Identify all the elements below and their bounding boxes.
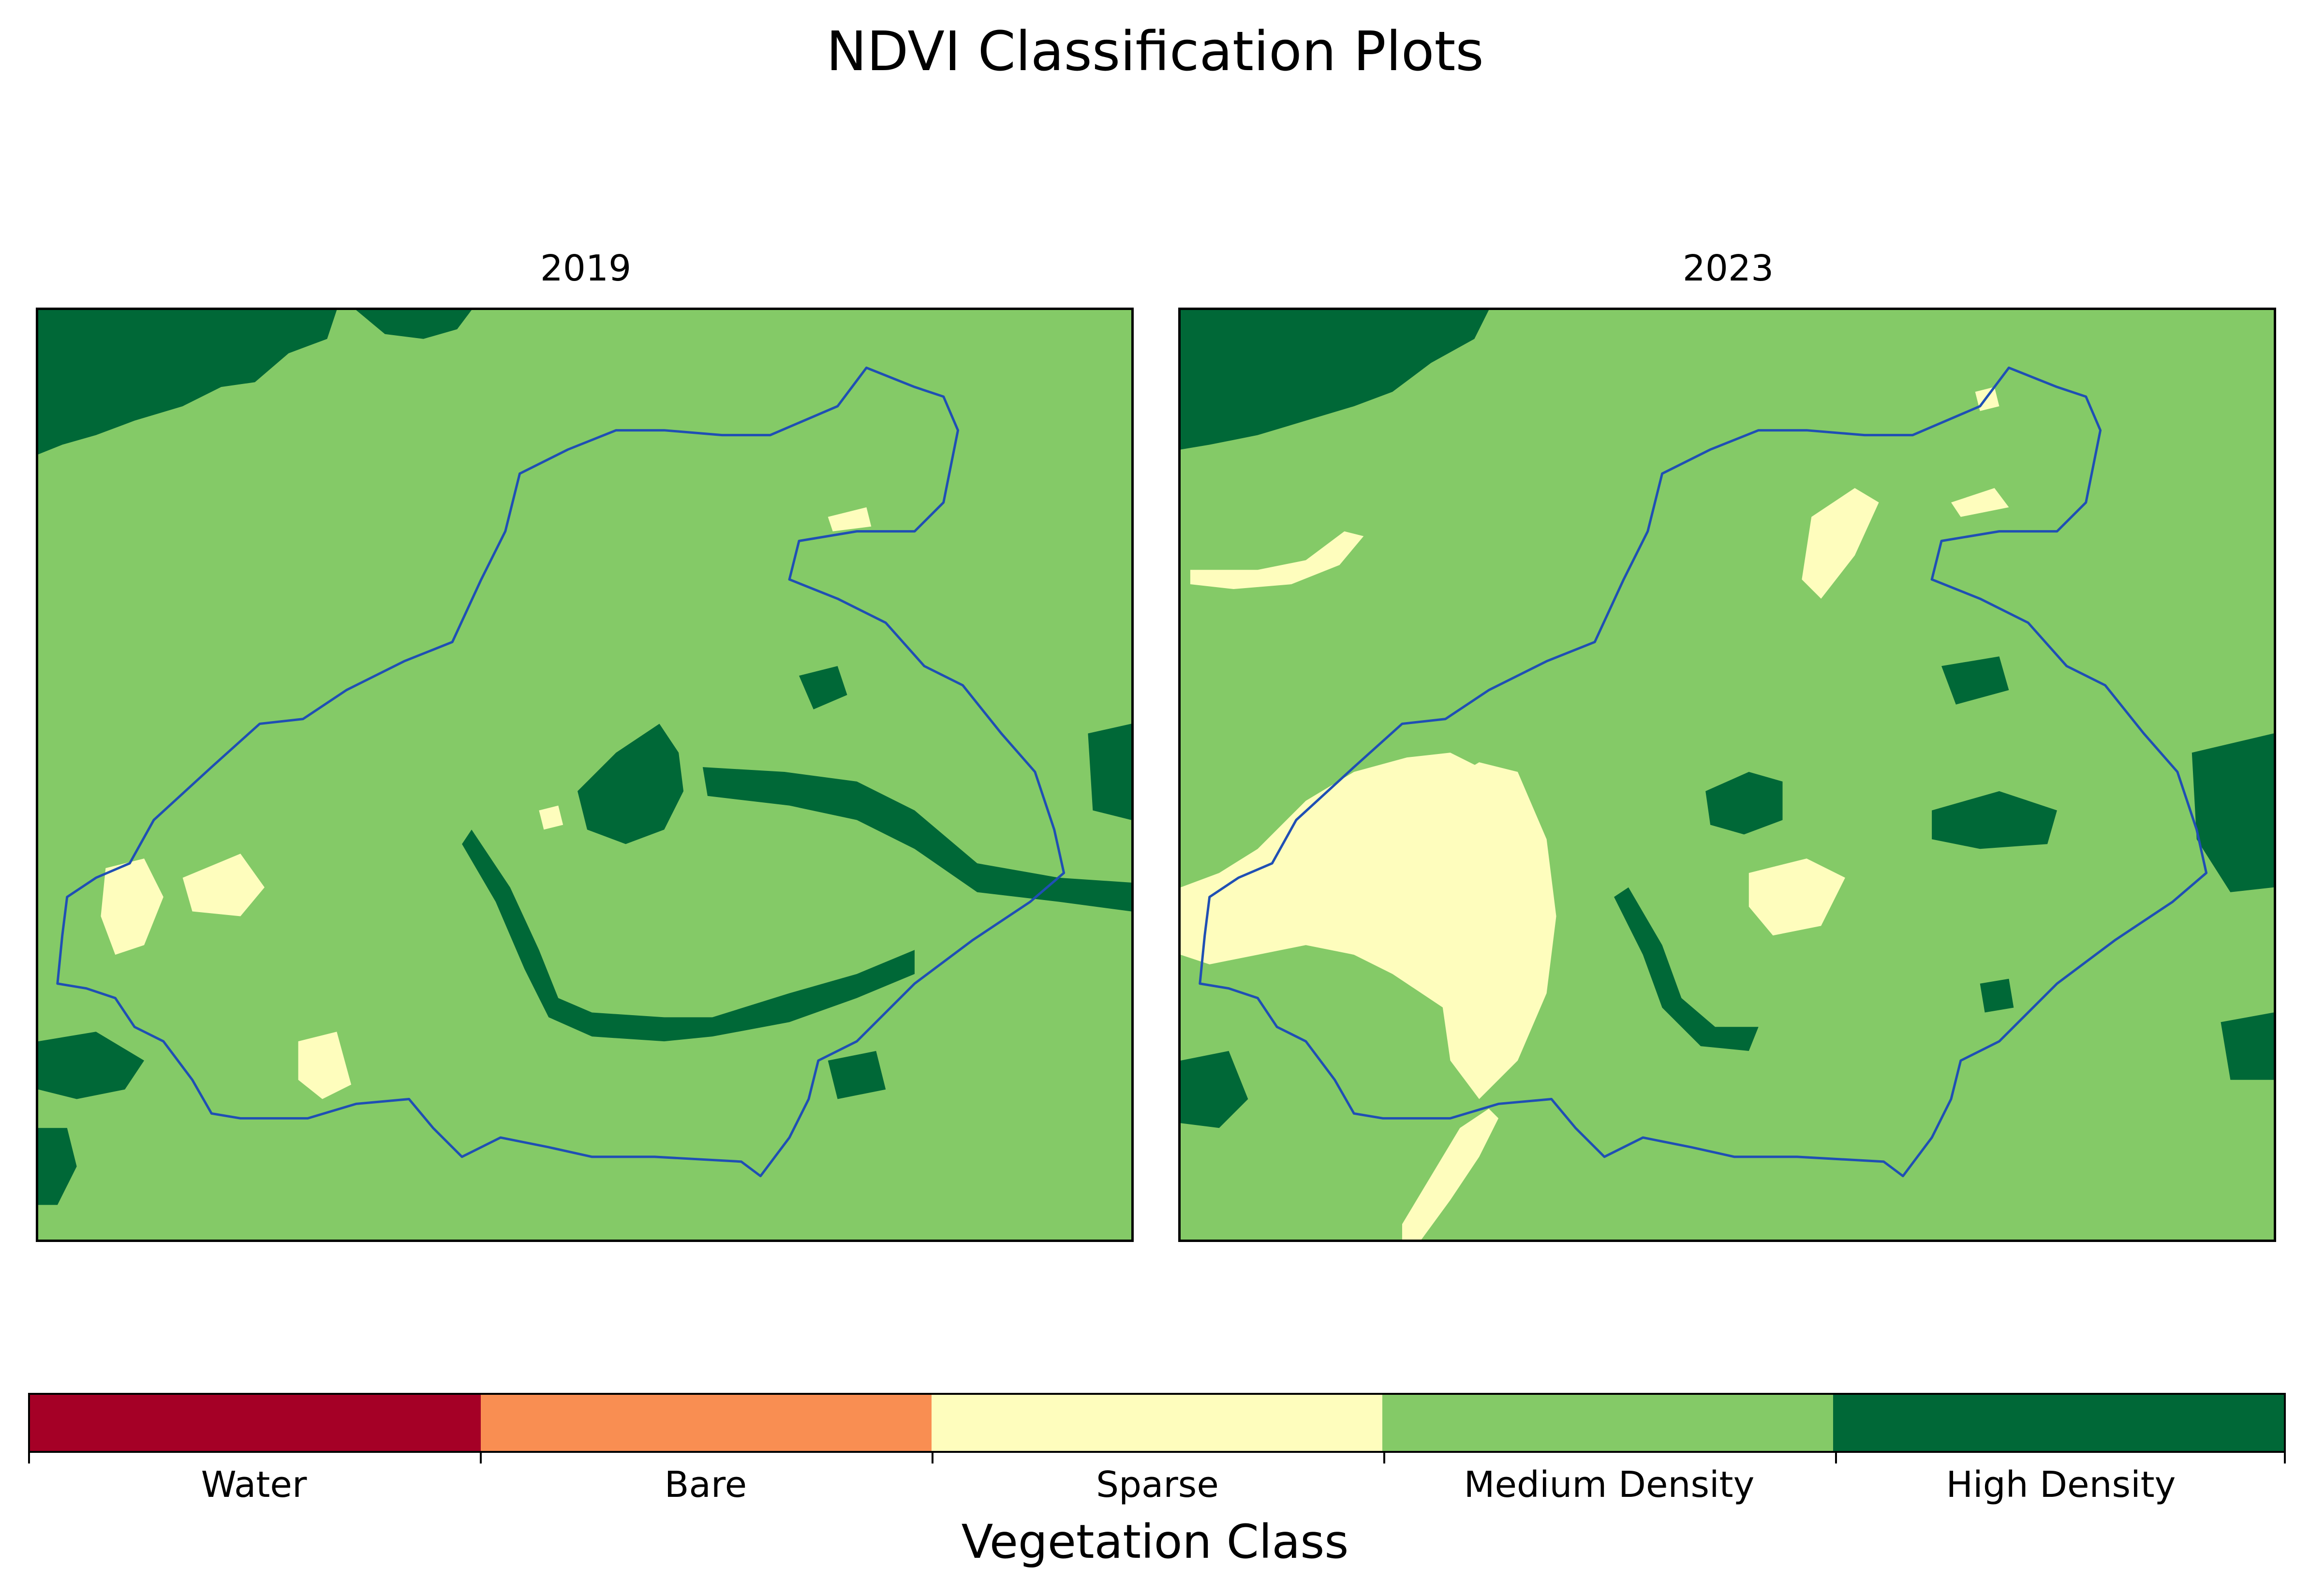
high-density-east-cluster (2192, 733, 2274, 892)
figure-title: NDVI Classification Plots (826, 20, 1484, 83)
colorbar-segment-sparse (932, 1395, 1382, 1451)
colorbar-axis-label: Vegetation Class (961, 1515, 1349, 1569)
high-density-south-patch (1980, 978, 2014, 1013)
colorbar-tick (932, 1453, 933, 1463)
high-density-sw-edge (1181, 1051, 1248, 1128)
high-density-east-edge (1088, 724, 1131, 820)
watershed-boundary (56, 366, 1066, 1178)
sparse-north-patch (828, 507, 872, 532)
high-density-se-patch (828, 1051, 886, 1099)
high-density-central-blob (578, 724, 684, 844)
sparse-south-river (1402, 1108, 1499, 1240)
colorbar-tick (2284, 1453, 2286, 1463)
sparse-north-streak (1802, 488, 1879, 599)
sparse-northeast-patch (1951, 488, 2009, 517)
colorbar-label-bare: Bare (664, 1464, 747, 1506)
high-density-mid-east (1932, 791, 2057, 849)
colorbar-label-medium-density: Medium Density (1464, 1464, 1755, 1506)
colorbar-tick (1383, 1453, 1385, 1463)
sparse-central-west-region (1431, 762, 1556, 1099)
high-density-sw-patch (38, 1128, 77, 1205)
map-panel-2023[interactable] (1178, 308, 2276, 1242)
map-panel-2019[interactable] (36, 308, 1134, 1242)
colorbar-segment-high-density (1833, 1395, 2284, 1451)
vegetation-class-colorbar (28, 1393, 2286, 1453)
high-density-central-ring (1705, 772, 1783, 835)
colorbar-tick (480, 1453, 482, 1463)
high-density-patches (38, 310, 1131, 1205)
colorbar-label-sparse: Sparse (1096, 1464, 1219, 1506)
high-density-ne-strip (356, 310, 472, 339)
map-2019-canvas (38, 310, 1131, 1205)
high-density-nw-cluster (1181, 310, 1489, 450)
colorbar-label-water: Water (201, 1464, 307, 1506)
colorbar-tick (28, 1453, 30, 1463)
sparse-patches (1181, 387, 2009, 1240)
high-density-nw-cluster (38, 310, 337, 455)
colorbar-segment-medium-density (1382, 1395, 1833, 1451)
sparse-central-dot (539, 805, 563, 830)
high-density-south-channel (462, 829, 915, 1042)
high-density-patches (1181, 310, 2274, 1128)
panel-title-2023: 2023 (1682, 248, 1774, 289)
high-density-south-channel (1614, 887, 1759, 1051)
high-density-north-central (799, 666, 847, 709)
sparse-northwest-streak (1190, 531, 1364, 589)
colorbar-tick (1835, 1453, 1837, 1463)
high-density-east-river (702, 767, 1131, 912)
sparse-patches (101, 507, 872, 1099)
high-density-west-patch (38, 1032, 145, 1099)
colorbar-segment-bare (481, 1395, 932, 1451)
sparse-west-patch (101, 858, 163, 955)
watershed-boundary (1199, 366, 2208, 1178)
sparse-mid-region (1748, 858, 1845, 936)
sparse-south-patch (298, 1032, 352, 1099)
colorbar-label-high-density: High Density (1946, 1464, 2176, 1506)
high-density-northeast (1941, 656, 2009, 705)
sparse-west-patch-2 (182, 854, 265, 916)
panel-title-2019: 2019 (540, 248, 632, 289)
high-density-se-edge (2221, 1012, 2274, 1080)
map-2023-canvas (1181, 310, 2274, 1240)
colorbar-segment-water (30, 1395, 481, 1451)
